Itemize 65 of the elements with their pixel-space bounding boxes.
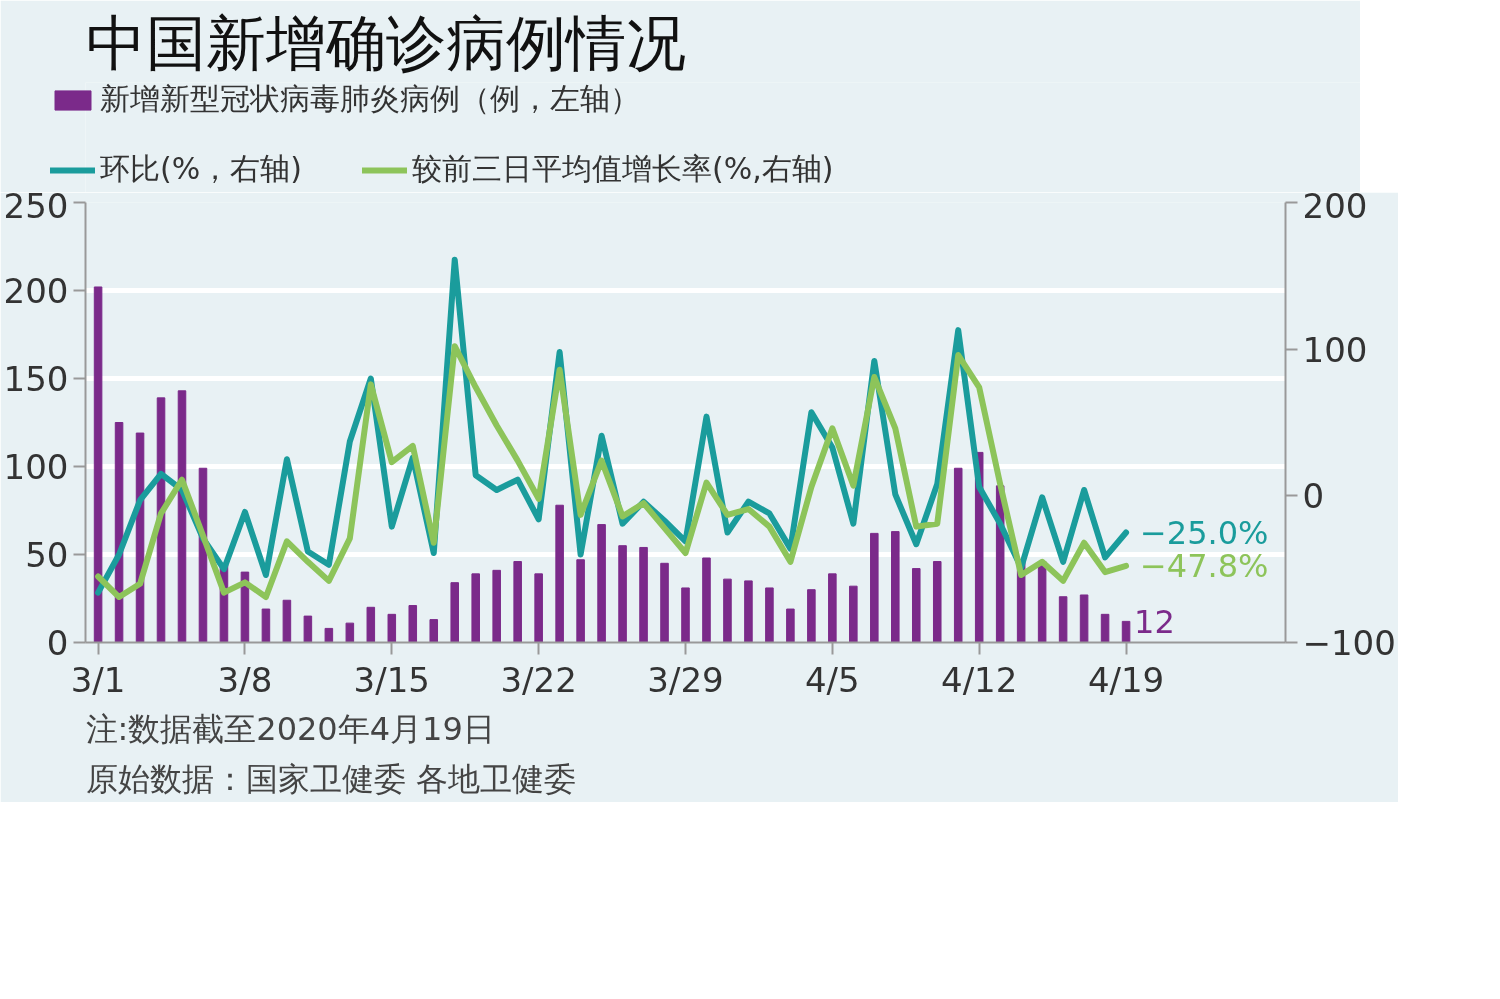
bar <box>870 532 879 643</box>
legend-label: 新增新型冠状病毒肺炎病例（例，左轴） <box>100 81 640 118</box>
x-tick-label: 4/12 <box>941 659 1018 700</box>
bar <box>932 561 942 643</box>
text: 原始数据：国家卫健委 各地卫健委 <box>85 759 576 798</box>
chart-title: 中国新增确诊病例情况 <box>85 7 686 78</box>
bar <box>702 557 711 643</box>
data-label: 12 <box>1134 602 1175 641</box>
x-tick-label: 3/29 <box>647 659 724 700</box>
bar <box>324 627 334 643</box>
bar <box>366 606 376 643</box>
bar <box>849 585 858 643</box>
y-tick-label: 0 <box>46 623 69 663</box>
bar <box>1100 613 1110 643</box>
bar <box>1058 596 1068 643</box>
bar <box>471 573 480 643</box>
bar <box>408 605 418 643</box>
bar <box>911 568 921 643</box>
bar <box>576 559 585 643</box>
y2-tick-label: 0 <box>1302 476 1325 517</box>
bar <box>303 615 313 643</box>
bar <box>534 573 543 643</box>
bar <box>786 608 795 643</box>
bar <box>450 582 460 643</box>
bar <box>387 613 397 643</box>
bar <box>660 562 669 643</box>
bar <box>765 587 774 643</box>
bar <box>513 561 522 643</box>
x-tick-label: 3/1 <box>70 659 126 700</box>
bar <box>1079 594 1089 643</box>
y2-tick-label: −100 <box>1302 623 1396 663</box>
y-tick-label: 100 <box>3 447 69 487</box>
bar <box>492 569 501 643</box>
bar <box>744 580 753 643</box>
y-tick-label: 50 <box>25 535 69 575</box>
bar <box>828 573 837 643</box>
text: 注:数据截至2020年4月19日 <box>85 709 495 748</box>
bar <box>282 599 292 643</box>
x-tick-label: 3/8 <box>217 659 273 700</box>
bar <box>891 531 900 643</box>
legend-label: 环比(%，右轴) <box>100 150 302 188</box>
bar <box>681 587 690 643</box>
bar <box>1121 620 1131 643</box>
y2-tick-label: 200 <box>1302 185 1368 226</box>
x-tick-label: 4/19 <box>1087 659 1165 700</box>
bar <box>429 619 439 643</box>
legend-label: 较前三日平均值增长率(%,右轴) <box>411 150 834 188</box>
bar <box>807 589 816 643</box>
bar <box>597 524 606 643</box>
bar <box>345 622 355 643</box>
y-tick-label: 200 <box>3 271 69 311</box>
bar <box>953 467 963 643</box>
x-tick-label: 3/22 <box>500 659 577 700</box>
x-tick-label: 3/15 <box>353 659 430 700</box>
bar <box>555 504 564 643</box>
bar <box>639 546 648 643</box>
y-tick-label: 150 <box>3 359 69 399</box>
bar <box>723 578 732 643</box>
x-tick-label: 4/5 <box>804 659 860 700</box>
bar <box>261 608 271 643</box>
bar <box>1037 561 1047 643</box>
bar <box>618 545 627 643</box>
y-tick-label: 250 <box>3 185 69 226</box>
y2-tick-label: 100 <box>1302 329 1368 370</box>
bar <box>93 286 103 643</box>
